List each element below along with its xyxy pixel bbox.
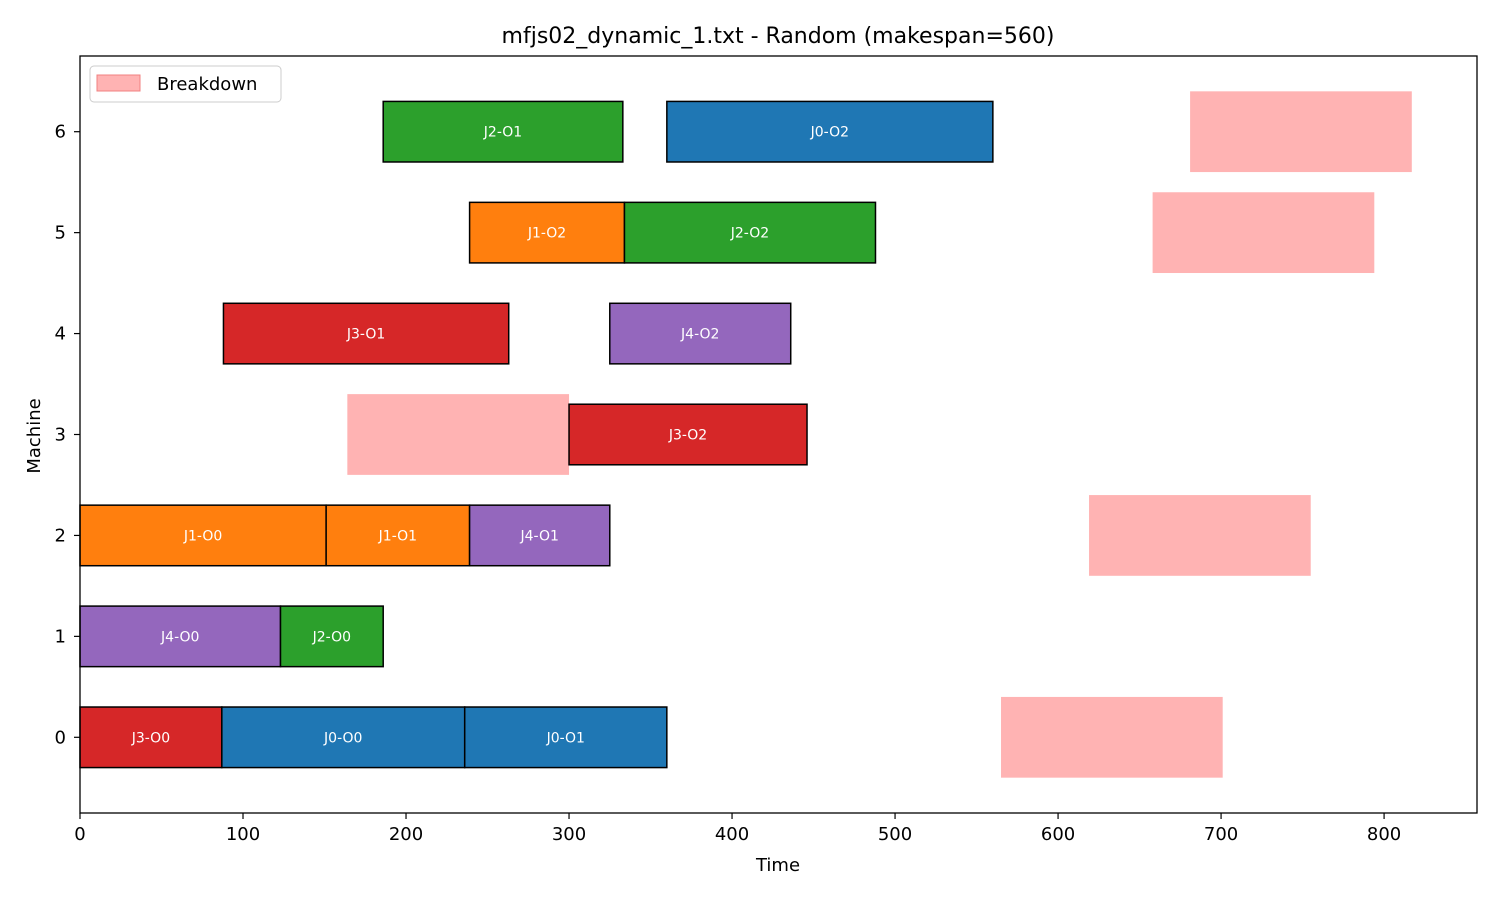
op-label-j4-o0: J4-O0 bbox=[160, 629, 199, 645]
op-label-j1-o2: J1-O2 bbox=[527, 226, 566, 242]
op-bar-j2-o0 bbox=[279, 605, 384, 668]
x-tick-label-200: 200 bbox=[389, 824, 423, 845]
op-bar-j0-o0 bbox=[221, 706, 466, 769]
op-label-j3-o2: J3-O2 bbox=[668, 428, 707, 444]
legend-breakdown-label: Breakdown bbox=[157, 74, 257, 95]
x-tick-label-700: 700 bbox=[1204, 824, 1238, 845]
y-axis-ticks: 0 1 2 3 4 5 6 bbox=[55, 122, 80, 748]
x-axis-ticks: 0 100 200 300 400 500 600 700 800 bbox=[74, 813, 1401, 845]
op-bar-j0-o2 bbox=[666, 100, 994, 163]
op-bar-j4-o0 bbox=[79, 605, 282, 668]
y-tick-label-0: 0 bbox=[55, 727, 66, 748]
op-label-j0-o1: J0-O1 bbox=[546, 730, 585, 746]
op-bar-j3-o2 bbox=[568, 403, 808, 466]
op-bar-j3-o0 bbox=[79, 706, 223, 769]
breakdown-bar-1 bbox=[1089, 495, 1311, 576]
legend: Breakdown bbox=[89, 65, 282, 103]
op-bar-j0-o1 bbox=[463, 706, 668, 769]
breakdown-bar-3 bbox=[1152, 192, 1375, 274]
op-bar-j4-o2 bbox=[609, 302, 792, 365]
chart-title: mfjs02_dynamic_1.txt - Random (makespan=… bbox=[502, 24, 1055, 49]
x-tick-label-100: 100 bbox=[226, 824, 260, 845]
operations-layer: J3-O0 J0-O0 J0-O1 J4-O0 J2-O0 J1-O0 J1-O1 J4-O1… bbox=[79, 100, 994, 769]
op-label-j3-o1: J3-O1 bbox=[346, 327, 385, 343]
op-label-j0-o2: J0-O2 bbox=[810, 125, 849, 141]
y-tick-label-6: 6 bbox=[55, 122, 66, 143]
op-bar-j4-o1 bbox=[468, 504, 611, 567]
op-label-j2-o2: J2-O2 bbox=[730, 226, 769, 242]
op-label-j0-o0: J0-O0 bbox=[323, 730, 362, 746]
op-label-j2-o1: J2-O1 bbox=[483, 125, 522, 141]
x-tick-label-800: 800 bbox=[1367, 824, 1401, 845]
legend-breakdown-swatch bbox=[96, 74, 141, 92]
y-tick-label-2: 2 bbox=[55, 525, 66, 546]
op-bar-j2-o2 bbox=[623, 201, 877, 264]
x-tick-label-600: 600 bbox=[1041, 824, 1075, 845]
op-label-j1-o1: J1-O1 bbox=[378, 528, 417, 544]
y-tick-label-4: 4 bbox=[55, 324, 66, 345]
op-label-j1-o0: J1-O0 bbox=[183, 528, 222, 544]
op-label-j4-o2: J4-O2 bbox=[680, 327, 719, 343]
op-bar-j1-o1 bbox=[325, 504, 471, 567]
op-bar-j1-o2 bbox=[468, 201, 626, 264]
breakdown-bar-0 bbox=[1001, 696, 1223, 778]
y-tick-label-5: 5 bbox=[55, 223, 66, 244]
breakdown-bar-4 bbox=[1190, 91, 1412, 173]
x-tick-label-500: 500 bbox=[878, 824, 912, 845]
op-label-j2-o0: J2-O0 bbox=[312, 629, 351, 645]
op-label-j4-o1: J4-O1 bbox=[519, 528, 558, 544]
x-axis-label: Time bbox=[755, 855, 800, 876]
y-tick-label-1: 1 bbox=[55, 626, 66, 647]
op-bar-j2-o1 bbox=[382, 100, 624, 163]
breakdown-layer bbox=[347, 91, 1412, 778]
y-tick-label-3: 3 bbox=[55, 425, 66, 446]
x-tick-label-0: 0 bbox=[74, 824, 85, 845]
op-bar-j3-o1 bbox=[222, 302, 510, 365]
x-tick-label-400: 400 bbox=[715, 824, 749, 845]
y-axis-label: Machine bbox=[24, 398, 45, 473]
breakdown-bar-2 bbox=[347, 394, 570, 475]
x-tick-label-300: 300 bbox=[552, 824, 586, 845]
op-label-j3-o0: J3-O0 bbox=[131, 730, 170, 746]
